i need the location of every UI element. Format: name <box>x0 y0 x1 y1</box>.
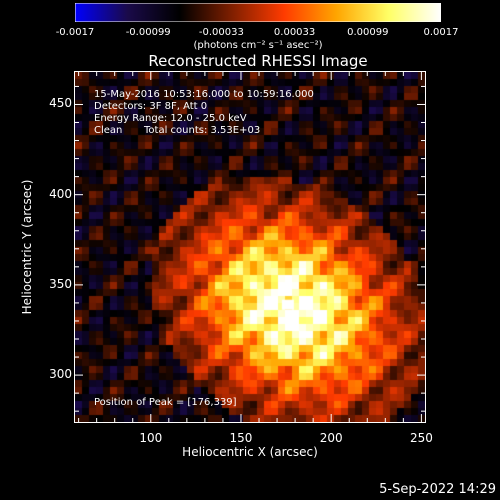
colorbar-tick-label: 0.00099 <box>347 27 389 38</box>
annotation-clean: Clean <box>94 125 123 136</box>
annotation-total-counts: Total counts: 3.53E+03 <box>144 125 261 136</box>
colorbar-unit-label: (photons cm⁻² s⁻¹ asec⁻²) <box>193 40 323 51</box>
colorbar-tick-label: -0.00033 <box>198 27 244 38</box>
y-axis-label: Heliocentric Y (arcsec) <box>20 179 34 315</box>
colorbar-tick-label: -0.00099 <box>125 27 171 38</box>
x-axis-label: Heliocentric X (arcsec) <box>182 445 318 459</box>
chart-title: Reconstructed RHESSI Image <box>148 52 368 70</box>
y-tick-label: 450 <box>49 96 72 111</box>
annotation-energy-range: Energy Range: 12.0 - 25.0 keV <box>94 113 247 124</box>
x-tick-label: 150 <box>229 431 253 445</box>
x-tick-label: 100 <box>139 431 163 445</box>
colorbar-tick-label: -0.0017 <box>55 27 95 38</box>
colorbar-tick-label: 0.00033 <box>273 27 316 38</box>
colorbar-tick-label: 0.0017 <box>423 27 459 38</box>
plot-area: 15-May-2016 10:53:16.000 to 10:59:16.000… <box>74 71 426 423</box>
annotation-detectors: Detectors: 3F 8F, Att 0 <box>94 101 208 112</box>
x-tick-label: 200 <box>319 431 343 445</box>
annotation-peak-position: Position of Peak = [176,339] <box>94 397 237 408</box>
x-tick-label: 250 <box>409 431 433 445</box>
footer-date: 5-Sep-2022 14:29 <box>379 482 496 497</box>
y-tick-label: 300 <box>49 367 72 382</box>
heatmap-image <box>75 72 425 422</box>
annotation-time-range: 15-May-2016 10:53:16.000 to 10:59:16.000 <box>94 89 314 100</box>
y-tick-label: 400 <box>49 186 72 201</box>
y-tick-label: 350 <box>49 276 72 291</box>
